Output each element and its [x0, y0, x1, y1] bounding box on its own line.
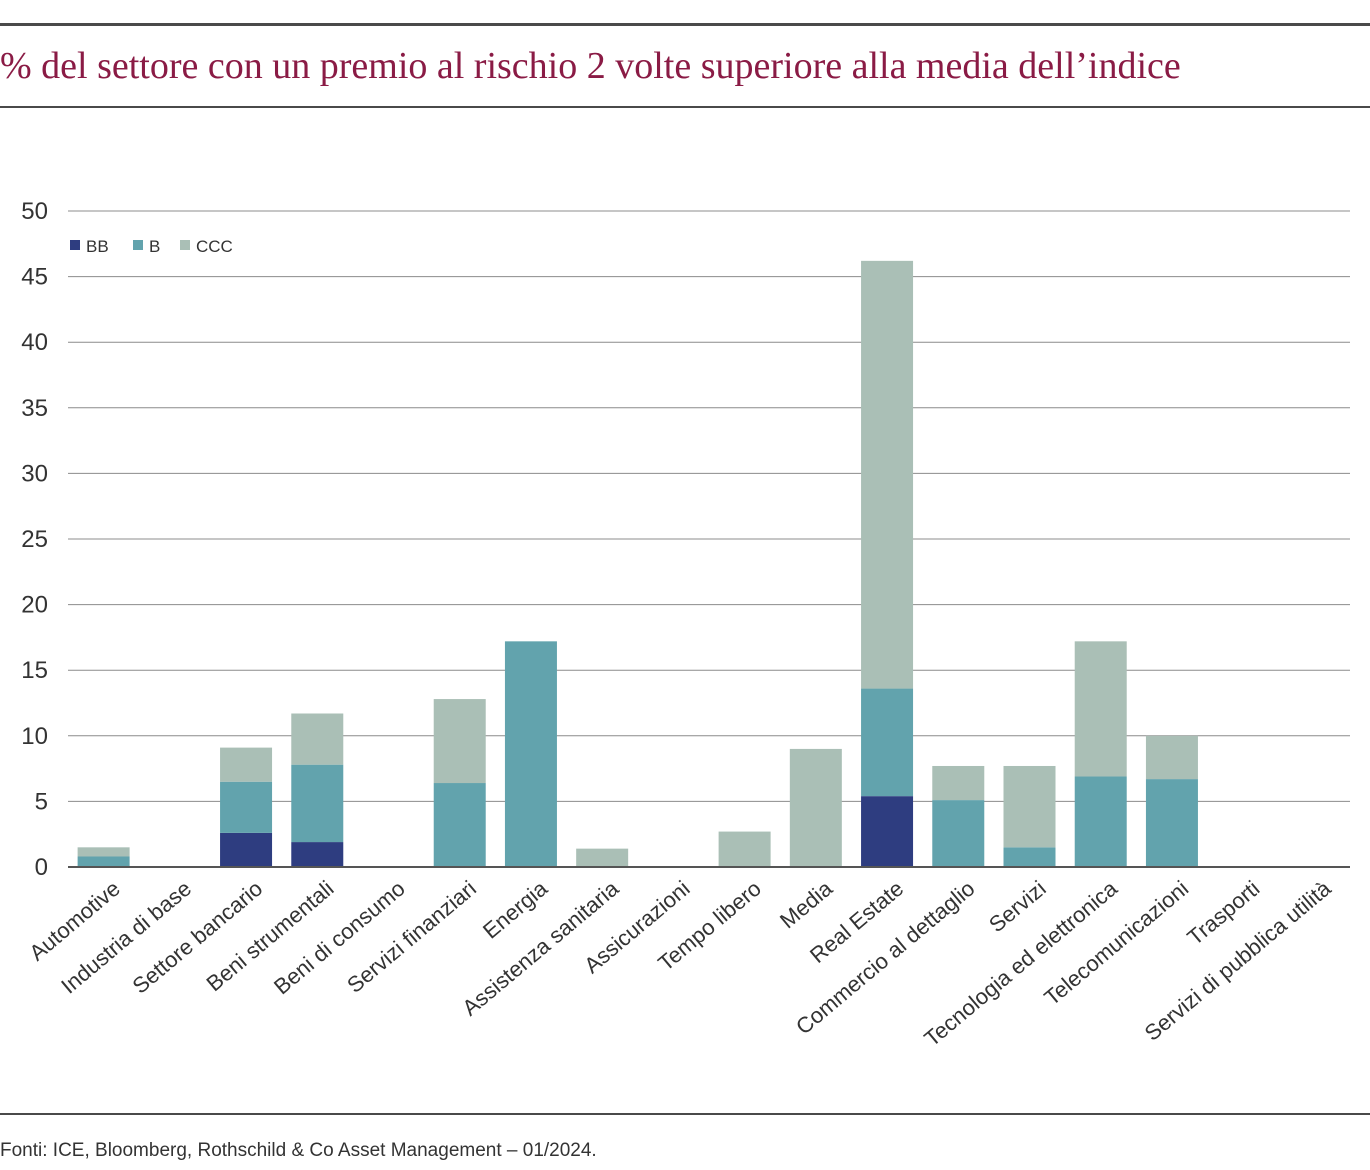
- bar-segment-b: [932, 800, 985, 867]
- bar-segment-ccc: [789, 748, 842, 867]
- y-tick-label: 10: [21, 723, 48, 750]
- y-tick-label: 30: [21, 460, 48, 487]
- bar-segment-ccc: [861, 260, 914, 689]
- x-category-label: Media: [775, 875, 838, 933]
- bar-segment-ccc: [1074, 641, 1127, 777]
- bar-segment-b: [77, 856, 130, 867]
- bar-segment-ccc: [1003, 765, 1056, 848]
- stacked-bar-chart: 0 5 10 15 20 25 30 35 40 45 50 AutomotiveIndustria…: [21, 198, 1350, 1051]
- legend-label-ccc: CCC: [196, 237, 233, 256]
- bar-segment-b: [433, 783, 486, 867]
- legend-swatch-b: [133, 240, 143, 250]
- y-tick-label: 5: [35, 788, 48, 815]
- y-tick-label: 35: [21, 395, 48, 422]
- bar-segment-bb: [291, 842, 344, 867]
- x-category-label: Settore bancario: [128, 876, 268, 999]
- legend-label-bb: BB: [86, 237, 109, 256]
- y-tick-label: 20: [21, 592, 48, 619]
- legend-swatch-bb: [70, 240, 80, 250]
- bottom-rule: [0, 1113, 1370, 1115]
- y-axis-ticks: 0 5 10 15 20 25 30 35 40 45 50: [21, 198, 48, 881]
- y-tick-label: 50: [21, 198, 48, 225]
- bar-segment-b: [291, 764, 344, 843]
- bar-segment-b: [504, 641, 557, 867]
- x-category-label: Servizi finanziari: [342, 876, 481, 998]
- chart-title: % del settore con un premio al rischio 2…: [0, 45, 1181, 87]
- legend: BB B CCC: [70, 237, 233, 256]
- y-tick-label: 40: [21, 329, 48, 356]
- title-rule: [0, 106, 1370, 108]
- bar-segment-bb: [220, 832, 273, 867]
- y-tick-label: 25: [21, 526, 48, 553]
- bar-segment-b: [1074, 776, 1127, 867]
- source-note: Fonti: ICE, Bloomberg, Rothschild & Co A…: [0, 1140, 597, 1161]
- bar-segment-bb: [861, 796, 914, 867]
- y-tick-label: 15: [21, 657, 48, 684]
- bar-segment-b: [1145, 779, 1198, 867]
- y-tick-label: 45: [21, 264, 48, 291]
- bar-segment-ccc: [77, 847, 130, 857]
- x-category-label: Servizi: [984, 876, 1051, 938]
- bar-segment-b: [1003, 847, 1056, 867]
- bar-segment-ccc: [932, 765, 985, 801]
- y-tick-label: 0: [35, 854, 48, 881]
- bar-segment-ccc: [291, 713, 344, 765]
- bars: [77, 260, 1198, 867]
- bar-segment-ccc: [1145, 735, 1198, 780]
- bar-segment-ccc: [576, 848, 629, 867]
- bar-segment-b: [861, 688, 914, 797]
- x-category-label: Beni di consumo: [269, 876, 410, 1000]
- gridlines: [68, 210, 1350, 802]
- bar-segment-ccc: [220, 747, 273, 782]
- bar-segment-ccc: [433, 699, 486, 784]
- legend-label-b: B: [149, 237, 160, 256]
- x-category-label: Industria di base: [56, 876, 196, 999]
- legend-swatch-ccc: [180, 240, 190, 250]
- bar-segment-b: [220, 781, 273, 833]
- top-rule: [0, 23, 1370, 26]
- bar-segment-ccc: [718, 831, 771, 867]
